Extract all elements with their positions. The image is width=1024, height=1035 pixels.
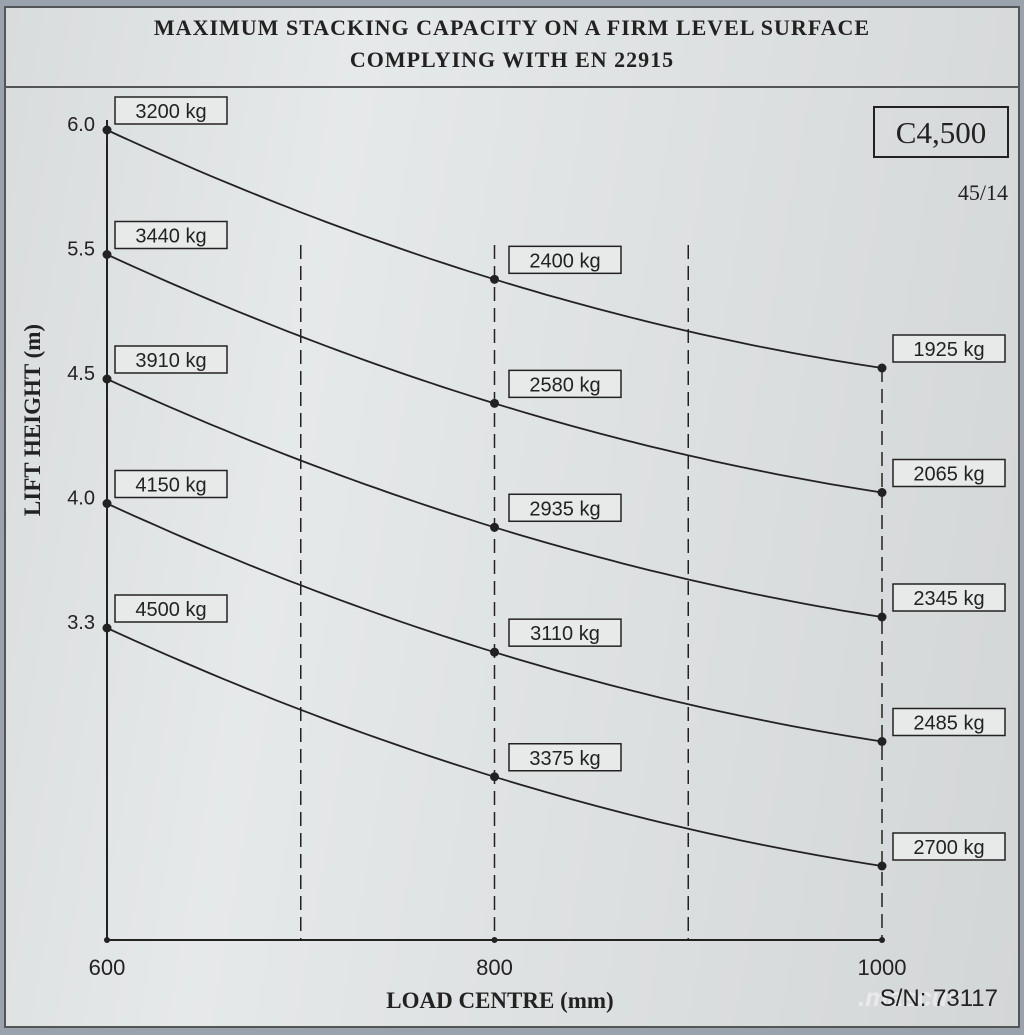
data-point — [102, 250, 112, 259]
data-label-box — [508, 245, 622, 275]
data-label: 3110 kg — [530, 623, 600, 645]
data-point — [102, 374, 112, 384]
model-label: C4,500 — [896, 115, 986, 150]
title-divider — [4, 86, 1020, 88]
data-point — [490, 772, 499, 782]
x-axis-label: LOAD CENTRE (mm) — [386, 988, 613, 1013]
x-tick-label: 1000 — [858, 955, 907, 980]
chart-title-block: MAXIMUM STACKING CAPACITY ON A FIRM LEVE… — [0, 12, 1024, 76]
chart-subtitle: COMPLYING WITH EN 22915 — [349, 47, 675, 72]
data-point — [102, 125, 112, 135]
data-point — [490, 522, 499, 532]
chart-title: MAXIMUM STACKING CAPACITY ON A FIRM LEVE… — [153, 15, 871, 40]
data-label-box — [508, 618, 622, 647]
data-label: 2065 kg — [913, 464, 984, 486]
data-label-box — [892, 334, 1006, 363]
data-label-box — [892, 458, 1006, 488]
serial-number: S/N: 73117 — [880, 985, 998, 1012]
data-label: 1925 kg — [913, 339, 984, 361]
series-line-3.3 — [106, 627, 883, 867]
x-tick-dot — [879, 937, 885, 943]
data-label: 3375 kg — [529, 748, 600, 770]
data-label: 2580 kg — [529, 374, 600, 396]
data-point — [877, 612, 887, 622]
y-tick-label: 4.5 — [67, 363, 95, 385]
mascus-watermark: .mascus — [858, 982, 962, 1012]
data-point — [102, 623, 112, 633]
data-label: 2935 kg — [529, 498, 600, 520]
data-label: 3200 kg — [135, 101, 206, 123]
data-label: 3910 kg — [135, 350, 206, 372]
data-label-box — [892, 583, 1006, 612]
x-tick-dot — [104, 937, 110, 943]
data-label-box — [508, 743, 622, 772]
data-label-box — [114, 96, 228, 125]
data-point — [490, 398, 499, 408]
data-point — [877, 363, 887, 373]
data-label: 4150 kg — [135, 475, 206, 497]
data-label-box — [114, 345, 228, 374]
data-label-box — [892, 832, 1006, 861]
data-point — [877, 861, 887, 871]
y-tick-label: 3.3 — [67, 612, 95, 634]
data-label: 2485 kg — [913, 713, 984, 735]
y-tick-label: 5.5 — [67, 239, 95, 261]
data-label-box — [114, 220, 228, 250]
data-label-box — [892, 707, 1006, 737]
data-point — [877, 737, 887, 746]
data-point — [490, 274, 499, 284]
data-point — [102, 499, 112, 508]
data-label: 4500 kg — [135, 599, 206, 621]
data-point — [490, 647, 499, 657]
data-label: 2400 kg — [529, 250, 600, 272]
x-tick-label: 600 — [89, 955, 126, 980]
data-point — [877, 488, 887, 497]
x-tick-label: 800 — [476, 955, 513, 980]
y-tick-label: 4.0 — [67, 488, 95, 510]
y-axis-label: LIFT HEIGHT (m) — [20, 324, 45, 516]
data-label: 2345 kg — [913, 588, 984, 610]
x-tick-dot — [491, 937, 498, 943]
code-label: 45/14 — [958, 180, 1008, 205]
data-label-box — [114, 594, 228, 623]
data-label-box — [114, 469, 228, 499]
model-box — [873, 106, 1009, 158]
data-label: 3440 kg — [135, 226, 206, 248]
data-label: 2700 kg — [913, 837, 984, 859]
data-label-box — [508, 369, 622, 399]
data-label-box — [508, 493, 622, 523]
y-tick-label: 6.0 — [67, 114, 95, 136]
